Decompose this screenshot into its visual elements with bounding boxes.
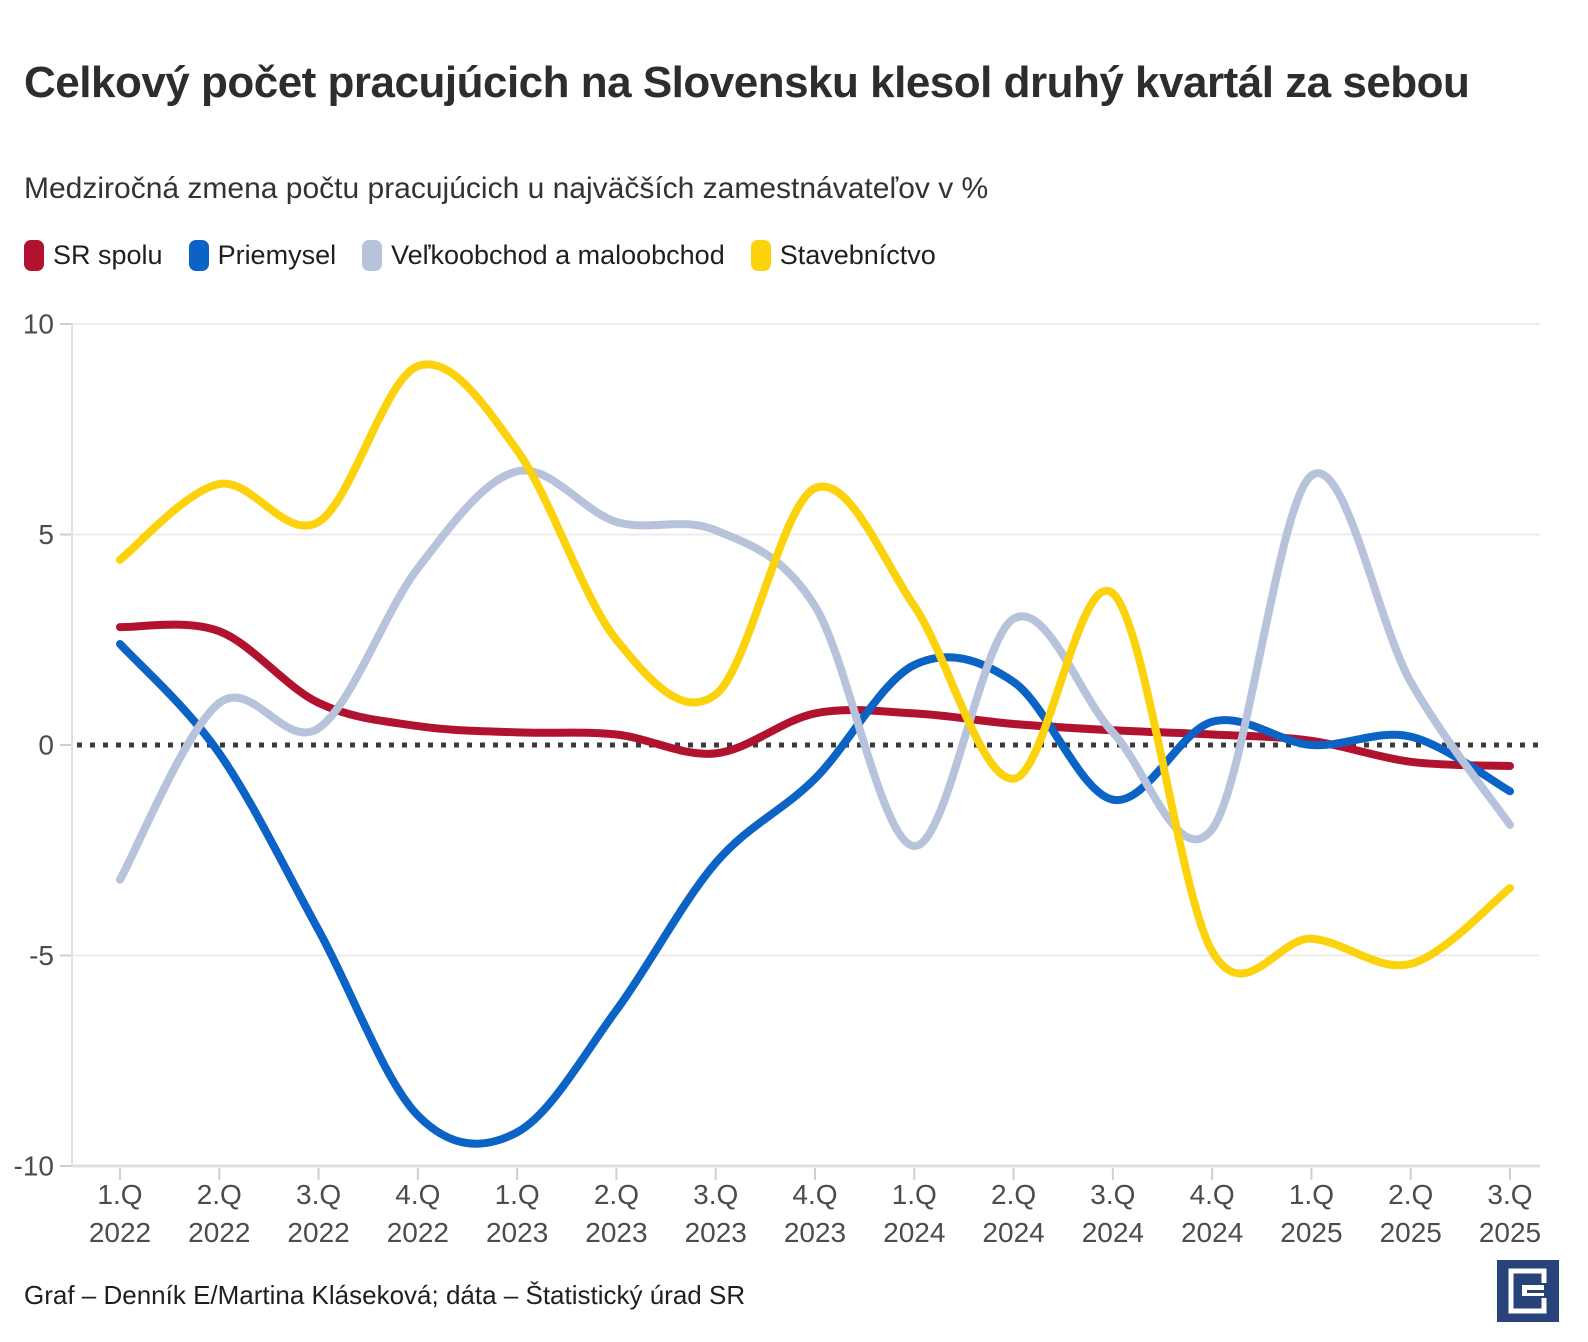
line-series-4-stavebn-ctvo <box>116 360 1514 978</box>
x-axis-label-year: 2023 <box>585 1217 647 1248</box>
legend-item-2: Priemysel <box>188 240 337 271</box>
x-axis-label-year: 2025 <box>1280 1217 1342 1248</box>
legend-swatch-icon <box>188 240 209 271</box>
x-axis-label-quarter: 2.Q <box>991 1179 1036 1210</box>
line-series-3-ve-koobchod-a-maloobchod <box>116 466 1514 884</box>
legend-label: Priemysel <box>217 240 337 270</box>
legend-swatch-icon <box>362 240 383 271</box>
x-axis-label-year: 2023 <box>486 1217 548 1248</box>
x-axis-label-quarter: 3.Q <box>693 1179 738 1210</box>
x-axis-label-year: 2024 <box>1181 1217 1243 1248</box>
x-axis-label-quarter: 4.Q <box>395 1179 440 1210</box>
line-chart: 10 5 0 -5 -10 1.Q 2022 2.Q 2022 3.Q 2022 4.Q 2022 1.Q… <box>14 309 1542 1249</box>
chart-title: Celkový počet pracujúcich na Slovensku k… <box>24 58 1470 108</box>
legend-item-4: Stavebníctvo <box>750 240 936 271</box>
x-axis-label-year: 2024 <box>982 1217 1044 1248</box>
y-axis-label: 0 <box>38 730 54 761</box>
y-axis-label: -10 <box>14 1151 54 1182</box>
x-axis-label-quarter: 1.Q <box>1289 1179 1334 1210</box>
legend-item-1: SR spolu <box>24 240 163 271</box>
legend-swatch-icon <box>750 240 771 271</box>
x-axis-label-year: 2023 <box>685 1217 747 1248</box>
x-axis-label-quarter: 1.Q <box>97 1179 142 1210</box>
x-axis-label-year: 2023 <box>784 1217 846 1248</box>
source-credit: Graf – Denník E/Martina Kláseková; dáta … <box>24 1280 746 1310</box>
x-axis-label-quarter: 1.Q <box>892 1179 937 1210</box>
legend-item-3: Veľkoobchod a maloobchod <box>362 240 725 271</box>
x-axis-label-quarter: 4.Q <box>1190 1179 1235 1210</box>
x-axis-label-year: 2022 <box>89 1217 151 1248</box>
legend-label: Stavebníctvo <box>779 240 936 270</box>
x-axis-label-quarter: 2.Q <box>197 1179 242 1210</box>
y-axis-label: -5 <box>29 940 54 971</box>
legend-label: Veľkoobchod a maloobchod <box>391 240 725 270</box>
y-axis-label: 5 <box>38 519 54 550</box>
x-axis-label-quarter: 4.Q <box>792 1179 837 1210</box>
logo-e-glyph <box>1508 1268 1552 1314</box>
x-axis-label-quarter: 3.Q <box>296 1179 341 1210</box>
x-axis-label-year: 2022 <box>188 1217 250 1248</box>
legend: SR spolu Priemysel Veľkoobchod a maloobcho… <box>24 240 936 271</box>
x-axis-label-year: 2022 <box>387 1217 449 1248</box>
x-axis-label-year: 2024 <box>883 1217 945 1248</box>
legend-label: SR spolu <box>53 240 163 270</box>
x-axis-label-year: 2025 <box>1479 1217 1541 1248</box>
x-axis-label-year: 2024 <box>1082 1217 1144 1248</box>
chart-subtitle: Medziročná zmena počtu pracujúcich u naj… <box>24 172 989 205</box>
dennik-e-logo <box>1497 1260 1559 1322</box>
legend-swatch-icon <box>24 240 44 271</box>
x-axis-label-quarter: 1.Q <box>495 1179 540 1210</box>
x-axis-label-quarter: 2.Q <box>1388 1179 1433 1210</box>
x-axis-label-quarter: 2.Q <box>594 1179 639 1210</box>
x-axis-label-year: 2025 <box>1380 1217 1442 1248</box>
x-axis-label-year: 2022 <box>287 1217 349 1248</box>
x-axis-label-quarter: 3.Q <box>1487 1179 1532 1210</box>
y-axis-label: 10 <box>23 309 54 340</box>
x-axis-label-quarter: 3.Q <box>1090 1179 1135 1210</box>
